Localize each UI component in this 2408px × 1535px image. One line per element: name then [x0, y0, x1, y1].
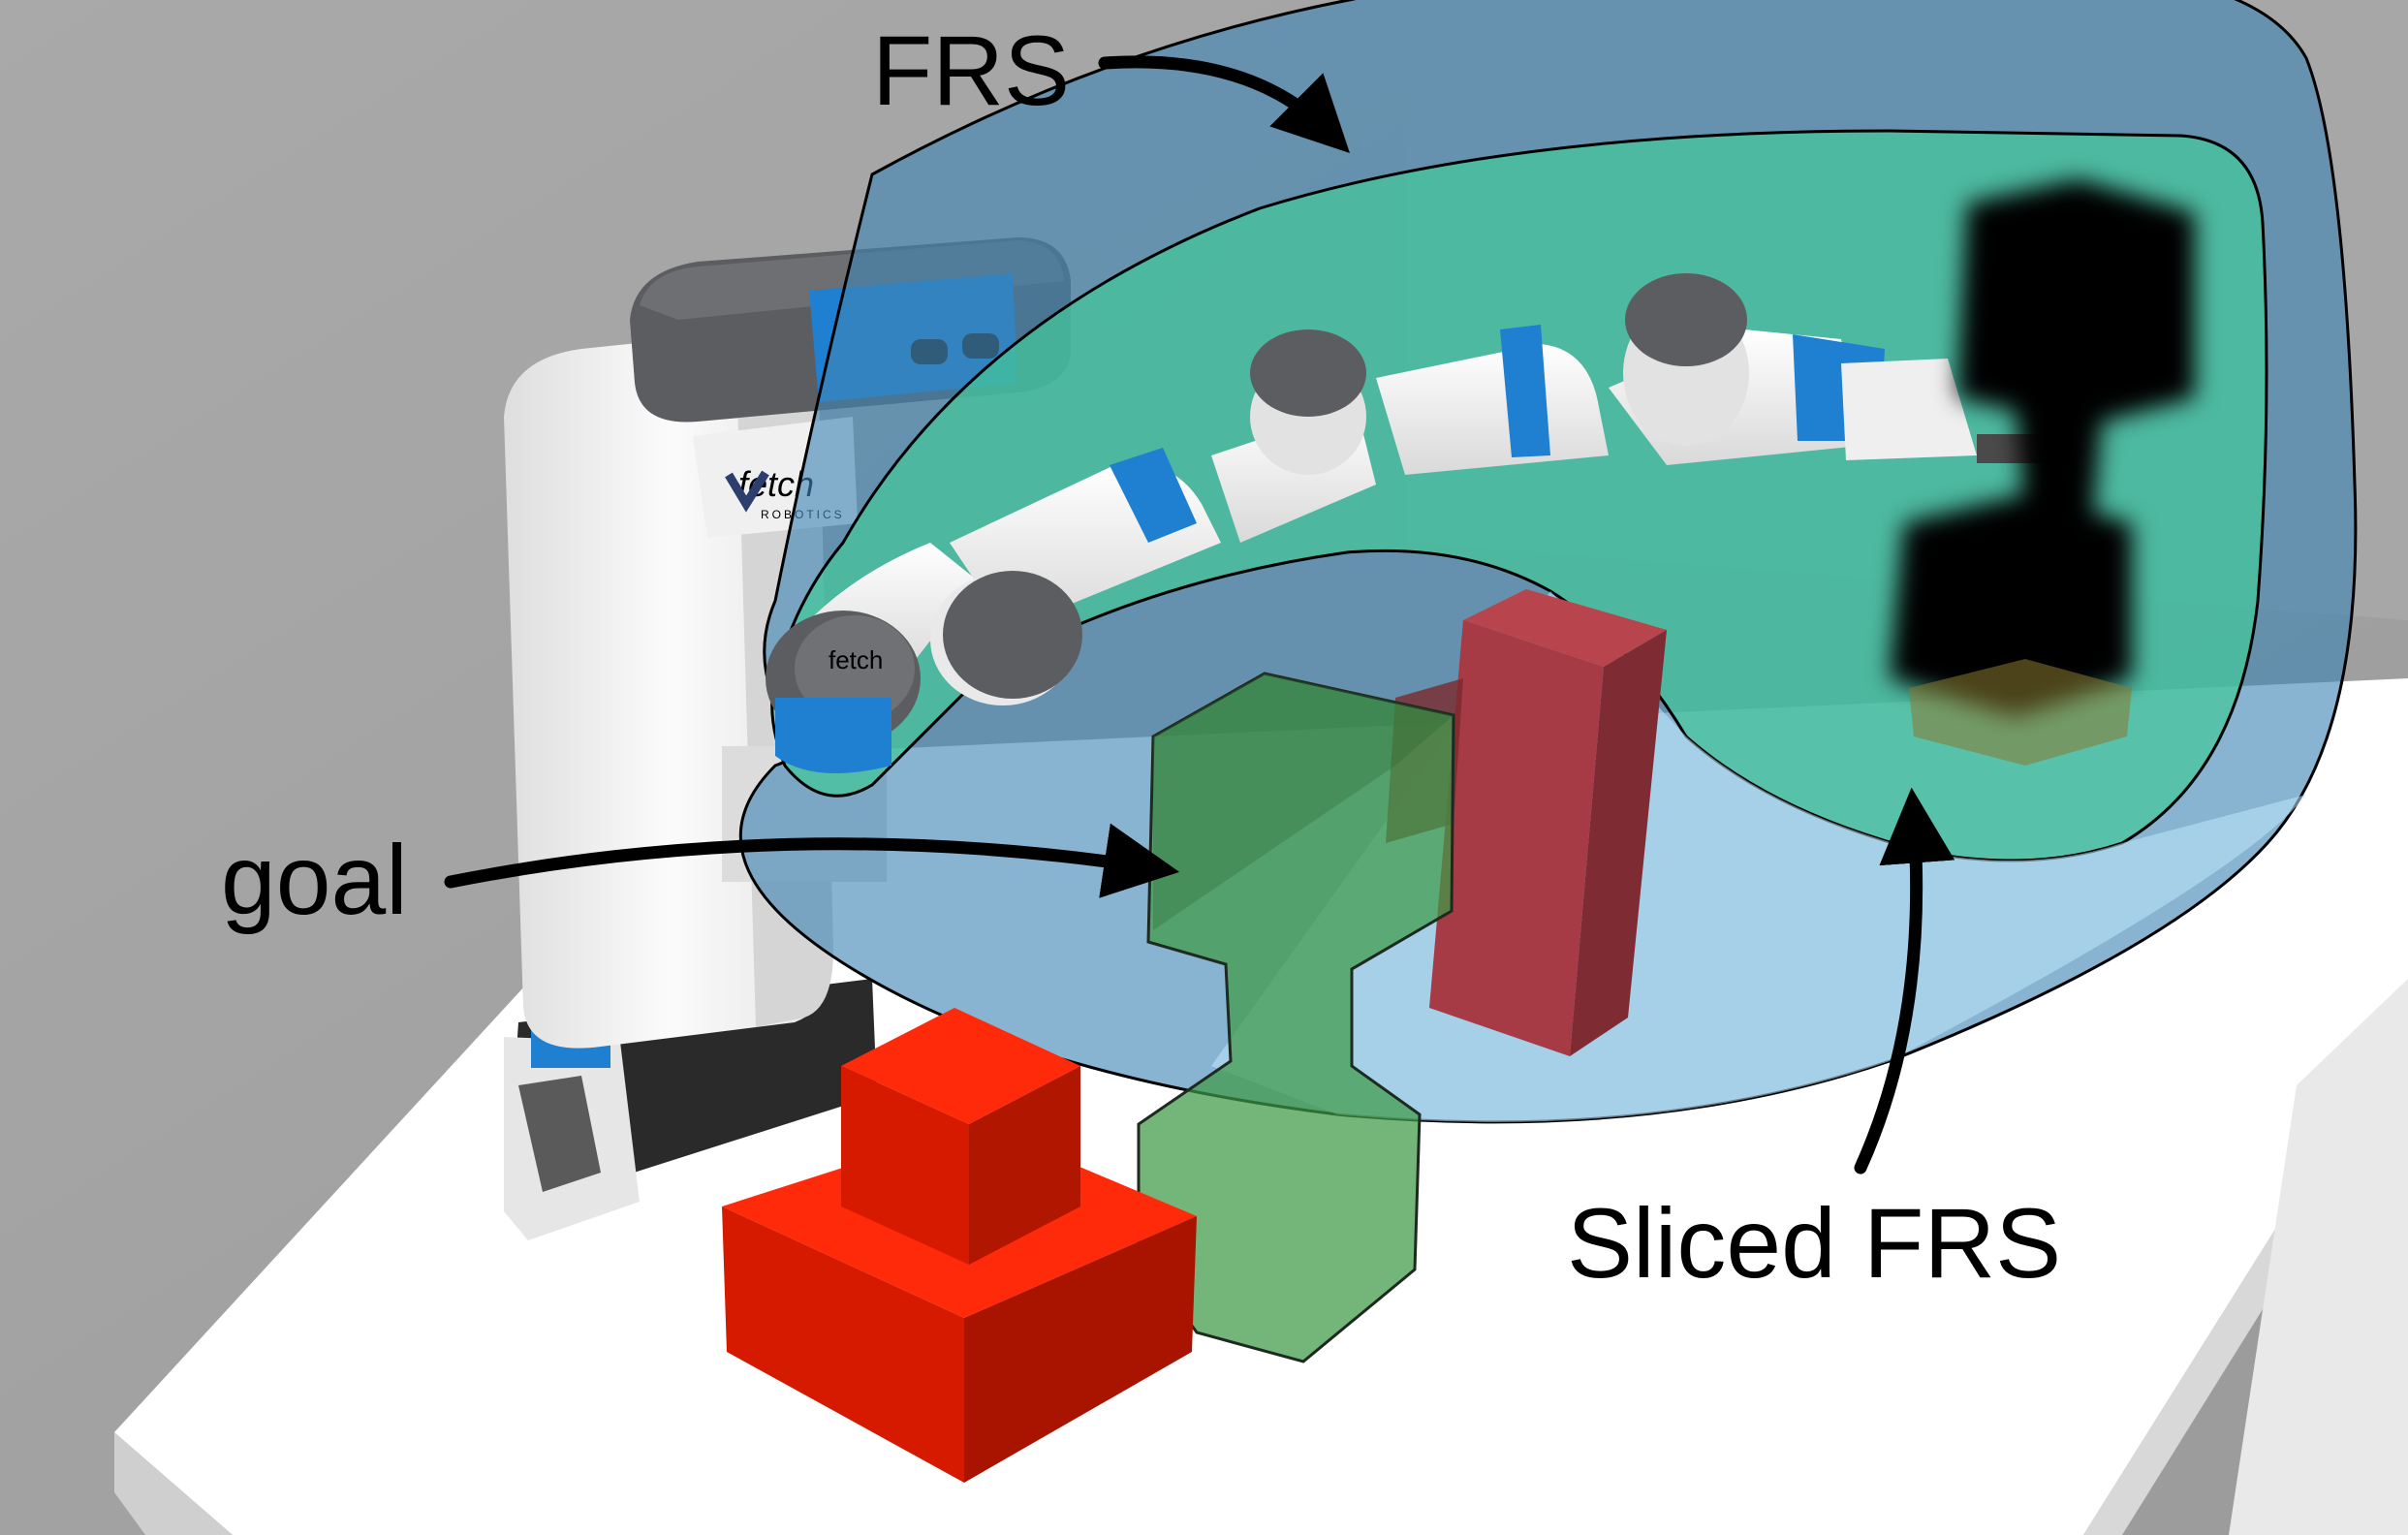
end-effector-shadows: [1890, 179, 2195, 717]
arm-joint-2: [943, 571, 1082, 699]
goal-region-inner-shade: [1153, 674, 1454, 930]
red-base-side: [964, 1216, 1197, 1483]
goal-arrow: [444, 823, 1180, 898]
red-base-front: [722, 1206, 964, 1483]
red-obstacle: [722, 1008, 1197, 1483]
dark-box-link: [2016, 407, 2103, 514]
maroon-obstacle-side: [1570, 630, 1667, 1056]
table-shadow-right: [2229, 979, 2408, 1535]
red-top-top: [841, 1008, 1080, 1124]
arm-joint-3: [1250, 329, 1366, 417]
maroon-obstacle-top: [1463, 589, 1667, 667]
dark-box-lower: [1890, 494, 2132, 717]
frs-arrow: [1098, 55, 1350, 153]
dark-box-upper: [1957, 179, 2195, 426]
sliced-frs-label: Sliced FRS: [1567, 1188, 2061, 1299]
table-edge-left: [114, 1432, 233, 1535]
red-top-front: [841, 1066, 969, 1265]
sliced-frs-arrow: [1854, 787, 1955, 1175]
arm-joint-4: [1625, 273, 1747, 366]
goal-label: goal: [221, 825, 408, 935]
arm-link-gripper: [1841, 359, 1977, 460]
robot-base-shadow: [518, 1076, 601, 1192]
arm-joint-cap-text: fetch: [829, 645, 883, 674]
arm-band-1: [1110, 448, 1197, 543]
red-top-side: [969, 1066, 1080, 1265]
annotation-arrows: [444, 55, 1955, 1175]
robot-logo-mark: [725, 470, 769, 513]
arm-joint-base-cap: [795, 615, 915, 722]
frs-label: FRS: [872, 16, 1070, 126]
arm-band-2: [1500, 325, 1550, 457]
arm-link-forearm: [1376, 344, 1609, 475]
maroon-obstacle-front: [1429, 620, 1604, 1056]
olive-box: [1909, 659, 2132, 766]
goal-region: [1137, 672, 1455, 1363]
arm-base-cylinder: [775, 698, 891, 773]
robot-arm: fetch: [766, 273, 2049, 773]
